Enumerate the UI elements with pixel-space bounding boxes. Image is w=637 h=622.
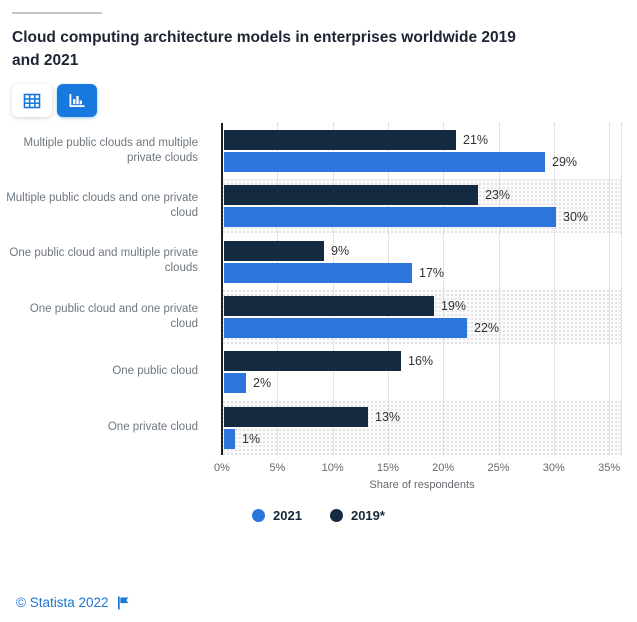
legend: 2021 2019* bbox=[0, 505, 637, 525]
bar-value-label: 1% bbox=[242, 431, 261, 446]
bar-2021 bbox=[224, 318, 467, 338]
bar-value-label: 23% bbox=[485, 188, 511, 203]
bar-value-label: 30% bbox=[563, 210, 589, 225]
legend-label: 2021 bbox=[273, 507, 302, 523]
legend-item-2021[interactable]: 2021 bbox=[252, 508, 302, 523]
bar-value-label: 9% bbox=[331, 243, 350, 258]
x-axis-label: Share of respondents bbox=[369, 479, 475, 491]
category-label: Multiple public clouds and multiple priv… bbox=[23, 136, 198, 164]
chart-view-button[interactable] bbox=[57, 84, 97, 117]
chart-title: Cloud computing architecture models in e… bbox=[12, 29, 516, 69]
x-tick-label: 30% bbox=[542, 462, 565, 474]
bar-value-label: 2% bbox=[253, 376, 272, 391]
category-label: One private cloud bbox=[107, 420, 198, 433]
x-tick-label: 25% bbox=[487, 462, 510, 474]
x-tick-label: 35% bbox=[598, 462, 621, 474]
bar-value-label: 17% bbox=[419, 265, 445, 280]
bar-2019 bbox=[224, 406, 368, 427]
copyright-text: © Statista 2022 bbox=[16, 595, 109, 610]
bar-2019 bbox=[224, 130, 456, 150]
bar-2019 bbox=[224, 185, 478, 206]
x-tick-label: 10% bbox=[321, 462, 344, 474]
statista-copyright-link[interactable]: © Statista 2022 bbox=[16, 595, 130, 610]
plot-right-boundary bbox=[621, 123, 622, 455]
gridline bbox=[553, 123, 555, 455]
bar-2021 bbox=[224, 373, 246, 394]
x-tick-label: 20% bbox=[432, 462, 455, 474]
bar-2021 bbox=[224, 207, 556, 228]
bar-chart-icon bbox=[68, 92, 86, 110]
gridline bbox=[498, 123, 500, 455]
chart-plot: Share of respondents Multiple public clo… bbox=[0, 123, 637, 503]
x-tick-label: 0% bbox=[214, 462, 230, 474]
category-label: Multiple public clouds and one private c… bbox=[6, 191, 198, 219]
view-toolbar bbox=[12, 84, 97, 117]
gridline bbox=[443, 123, 445, 455]
bar-2019 bbox=[224, 296, 434, 316]
bar-value-label: 19% bbox=[441, 299, 467, 313]
gridline bbox=[387, 123, 389, 455]
bar-value-label: 16% bbox=[408, 354, 434, 369]
legend-item-2019[interactable]: 2019* bbox=[329, 507, 385, 523]
y-axis-line bbox=[221, 123, 223, 455]
bar-value-label: 13% bbox=[375, 409, 401, 424]
bar-2019 bbox=[224, 351, 401, 372]
x-tick-label: 15% bbox=[376, 462, 399, 474]
gridline bbox=[609, 123, 611, 455]
bar-2021 bbox=[224, 152, 545, 172]
top-divider bbox=[12, 12, 102, 14]
bar-value-label: 21% bbox=[463, 133, 489, 147]
legend-dot bbox=[329, 508, 343, 522]
bar-value-label: 29% bbox=[552, 155, 578, 169]
category-label: One public cloud bbox=[112, 365, 198, 378]
bar-value-label: 22% bbox=[474, 321, 500, 335]
table-icon bbox=[23, 92, 41, 110]
table-view-button[interactable] bbox=[12, 84, 52, 117]
bar-2021 bbox=[224, 428, 235, 449]
bar-2021 bbox=[224, 262, 412, 283]
category-label: One public cloud and one private cloud bbox=[29, 302, 198, 330]
category-label: One public cloud and multiple private cl… bbox=[9, 247, 198, 275]
x-tick-label: 5% bbox=[269, 462, 286, 474]
bar-2019 bbox=[224, 240, 324, 261]
legend-label: 2019* bbox=[350, 507, 385, 523]
gridline bbox=[332, 123, 334, 455]
gridline bbox=[277, 123, 279, 455]
legend-dot bbox=[252, 508, 266, 522]
flag-icon[interactable] bbox=[117, 596, 130, 610]
